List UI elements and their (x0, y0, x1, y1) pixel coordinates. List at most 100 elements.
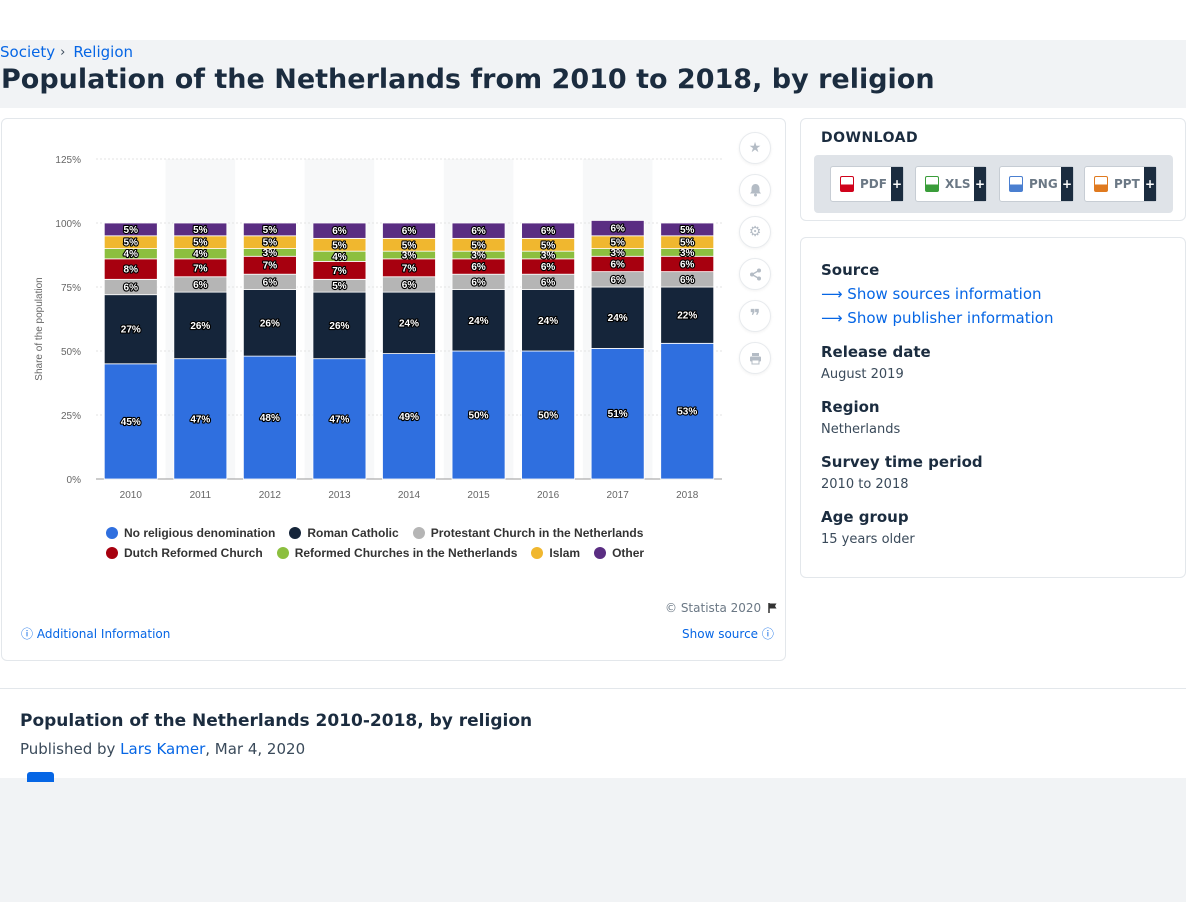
data-label: 6% (471, 226, 486, 237)
data-label: 24% (538, 316, 558, 327)
copyright: © Statista 2020 (665, 601, 779, 615)
download-xls-button[interactable]: XLS + (915, 166, 987, 202)
data-label: 5% (680, 225, 695, 236)
show-publisher-link[interactable]: ⟶ Show publisher information (821, 309, 1053, 327)
data-label: 49% (399, 412, 419, 423)
legend-marker (289, 527, 302, 539)
notification-button[interactable] (739, 174, 771, 206)
data-label: 6% (402, 226, 417, 237)
x-tick-label: 2011 (190, 490, 212, 501)
settings-button[interactable]: ⚙ (739, 216, 771, 248)
favorite-button[interactable]: ★ (739, 132, 771, 164)
data-label: 45% (121, 417, 141, 428)
data-label: 5% (263, 225, 278, 236)
data-label: 5% (402, 240, 417, 251)
data-label: 26% (329, 321, 349, 332)
bar-segment (173, 358, 228, 480)
download-xls-plus: + (974, 167, 986, 201)
legend-marker (106, 547, 118, 559)
legend-item[interactable]: Reformed Churches in the Netherlands (276, 546, 517, 560)
data-label: 3% (263, 248, 278, 259)
data-label: 6% (471, 262, 486, 273)
data-label: 7% (332, 266, 347, 277)
legend-marker (276, 547, 289, 559)
legend-item[interactable]: Roman Catholic (289, 526, 399, 540)
bar-segment (242, 355, 297, 480)
legend-marker (412, 527, 425, 539)
download-png-button[interactable]: PNG + (999, 166, 1074, 202)
bar-segment (451, 289, 506, 352)
y-tick-label: 25% (61, 411, 81, 422)
y-tick-label: 100% (55, 219, 81, 230)
data-label: 7% (193, 263, 208, 274)
data-label: 6% (610, 259, 625, 270)
legend-item[interactable]: Dutch Reformed Church (106, 546, 263, 560)
legend-item[interactable]: Protestant Church in the Netherlands (412, 526, 643, 540)
breadcrumb-religion[interactable]: Religion (73, 43, 133, 61)
cite-button[interactable]: ❞ (739, 300, 771, 332)
print-button[interactable] (739, 342, 771, 374)
bar-segment (451, 350, 506, 480)
x-tick-label: 2010 (120, 490, 143, 501)
page-bottom (0, 778, 1186, 902)
bar-segment (382, 222, 436, 239)
legend-label: Dutch Reformed Church (124, 546, 263, 560)
data-label: 5% (193, 225, 208, 236)
data-label: 24% (469, 316, 489, 327)
legend-label: Islam (549, 546, 581, 560)
data-label: 4% (124, 249, 139, 260)
data-label: 50% (469, 411, 489, 422)
data-label: 6% (680, 275, 695, 286)
legend-item[interactable]: Islam (531, 546, 580, 560)
data-label: 48% (260, 413, 280, 424)
data-label: 5% (124, 225, 139, 236)
legend-item[interactable]: Other (594, 546, 644, 560)
data-label: 6% (680, 259, 695, 270)
bar-segment (521, 350, 576, 480)
bar-segment (312, 222, 367, 239)
additional-info-link[interactable]: ⓘ Additional Information (21, 625, 170, 642)
publication-date: , Mar 4, 2020 (205, 740, 306, 758)
bar-segment (521, 289, 576, 352)
breadcrumb-separator: › (60, 44, 66, 60)
y-tick-label: 0% (67, 475, 82, 486)
download-ppt-button[interactable]: PPT + (1084, 166, 1157, 202)
data-label: 24% (608, 313, 628, 324)
download-pdf-button[interactable]: PDF + (830, 166, 904, 202)
breadcrumb-society[interactable]: Society (0, 43, 56, 61)
data-label: 5% (332, 240, 347, 251)
legend-item[interactable]: No religious denomination (106, 526, 275, 540)
download-ppt-plus: + (1144, 167, 1156, 201)
x-tick-label: 2017 (607, 490, 630, 501)
bar-segment (242, 222, 297, 237)
download-card: DOWNLOAD PDF + XLS + PNG + PPT + (800, 118, 1186, 221)
show-sources-label: Show sources information (847, 285, 1042, 303)
additional-info-label: Additional Information (36, 627, 171, 641)
data-label: 7% (402, 263, 417, 274)
download-ppt-label: PPT (1114, 177, 1140, 191)
download-panel: PDF + XLS + PNG + PPT + (814, 155, 1173, 213)
data-label: 47% (329, 414, 349, 425)
show-sources-link[interactable]: ⟶ Show sources information (821, 285, 1042, 303)
top-bar (0, 0, 1186, 40)
x-tick-label: 2014 (398, 490, 421, 501)
data-label: 5% (680, 238, 695, 249)
data-label: 3% (610, 248, 625, 259)
bar-segment (103, 363, 158, 480)
pdf-file-icon (840, 176, 854, 192)
show-source-link[interactable]: Show source ⓘ (682, 625, 774, 642)
data-label: 22% (677, 311, 697, 322)
flag-icon[interactable] (767, 602, 779, 614)
share-button[interactable] (739, 258, 771, 290)
breadcrumb: Society › Religion (0, 43, 133, 61)
data-label: 6% (193, 280, 208, 291)
data-label: 7% (263, 261, 278, 272)
data-label: 5% (610, 238, 625, 249)
source-label: Source (821, 261, 880, 279)
page-title: Population of the Netherlands from 2010 … (1, 64, 935, 95)
data-label: 51% (608, 409, 628, 420)
bar-segment (173, 222, 228, 237)
data-label: 6% (263, 277, 278, 288)
author-link[interactable]: Lars Kamer (120, 740, 206, 758)
download-png-label: PNG (1029, 177, 1058, 191)
